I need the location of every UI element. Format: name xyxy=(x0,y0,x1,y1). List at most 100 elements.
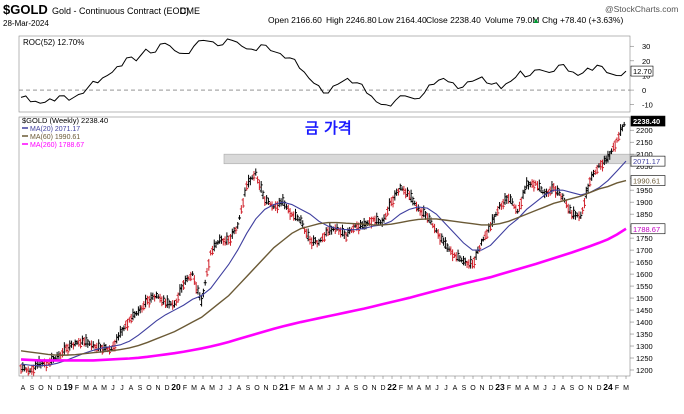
price-tick-label: 1650 xyxy=(636,258,653,267)
x-tick-label: M xyxy=(425,385,431,392)
value-tag: 1990.61 xyxy=(633,177,660,186)
x-tick-label: J xyxy=(120,385,124,392)
roc-line xyxy=(20,38,627,107)
roc-tick-label: 30 xyxy=(642,42,650,51)
x-tick-label: A xyxy=(345,385,350,392)
price-bars xyxy=(19,121,626,377)
roc-tick-label: 0 xyxy=(642,86,646,95)
close-value: Close 2238.40 xyxy=(426,15,481,25)
price-tick-label: 1200 xyxy=(636,366,653,375)
x-tick-label: M xyxy=(83,385,89,392)
price-tick-label: 1250 xyxy=(636,354,653,363)
roc-last-value: 12.70 xyxy=(633,67,652,76)
x-tick-label: F xyxy=(75,385,79,392)
x-tick-label: M xyxy=(533,385,539,392)
x-tick-label: M xyxy=(407,385,413,392)
x-tick-label: S xyxy=(138,385,143,392)
price-tick-label: 1550 xyxy=(636,282,653,291)
x-tick-label: 20 xyxy=(171,382,181,392)
x-tick-label: M xyxy=(101,385,107,392)
ma-line-60 xyxy=(20,179,627,356)
x-tick-label: S xyxy=(30,385,35,392)
x-tick-label: O xyxy=(578,385,584,392)
x-tick-label: J xyxy=(327,385,331,392)
x-tick-label: D xyxy=(272,385,277,392)
change-value: Chg +78.40 (+3.63%) xyxy=(542,15,623,25)
x-tick-label: S xyxy=(354,385,359,392)
price-tick-label: 1500 xyxy=(636,294,653,303)
x-tick-label: M xyxy=(623,385,629,392)
price-tick-label: 2200 xyxy=(636,126,653,135)
roc-tick-label: 20 xyxy=(642,57,650,66)
x-tick-label: S xyxy=(570,385,575,392)
x-tick-label: 24 xyxy=(603,382,613,392)
x-tick-label: J xyxy=(219,385,223,392)
price-panel-frame xyxy=(18,116,631,377)
x-tick-label: N xyxy=(263,385,268,392)
description-label: Gold - Continuous Contract (EOD) xyxy=(52,6,189,16)
value-tag-box xyxy=(630,175,666,186)
x-tick-label: F xyxy=(183,385,187,392)
x-tick-label: A xyxy=(417,385,422,392)
x-tick-label: O xyxy=(362,385,368,392)
price-tick-label: 2100 xyxy=(636,150,653,159)
x-tick-label: N xyxy=(587,385,592,392)
x-tick-label: A xyxy=(561,385,566,392)
value-tag-box xyxy=(630,155,666,167)
x-tick-label: D xyxy=(56,385,61,392)
price-tick-label: 1750 xyxy=(636,234,653,243)
price-tick-label: 1850 xyxy=(636,210,653,219)
x-tick-label: 22 xyxy=(387,382,397,392)
x-tick-label: N xyxy=(47,385,52,392)
x-tick-label: S xyxy=(462,385,467,392)
symbol-label: $GOLD xyxy=(3,2,48,17)
value-tag: 2238.40 xyxy=(633,117,660,126)
x-tick-label: M xyxy=(299,385,305,392)
value-tag-box xyxy=(630,223,666,235)
legend-entry: MA(20) 2071.17 xyxy=(30,126,80,133)
x-tick-label: J xyxy=(543,385,547,392)
change-arrow-icon: ▲ xyxy=(532,16,540,25)
volume-value: Volume 79.0M xyxy=(485,15,539,25)
price-annotation: 금 가격 xyxy=(305,119,352,137)
x-tick-label: F xyxy=(399,385,403,392)
x-tick-label: A xyxy=(309,385,314,392)
x-tick-label: A xyxy=(201,385,206,392)
legend-entry: MA(260) 1788.67 xyxy=(30,142,84,149)
x-tick-label: F xyxy=(291,385,295,392)
x-tick-label: A xyxy=(21,385,26,392)
roc-last-value-box xyxy=(630,65,654,77)
x-tick-label: F xyxy=(507,385,511,392)
x-tick-label: A xyxy=(453,385,458,392)
x-tick-label: F xyxy=(615,385,619,392)
x-tick-label: J xyxy=(552,385,556,392)
x-tick-label: J xyxy=(336,385,340,392)
value-tag-box xyxy=(630,115,666,127)
x-tick-label: D xyxy=(164,385,169,392)
price-tick-label: 1700 xyxy=(636,246,653,255)
x-tick-label: N xyxy=(155,385,160,392)
roc-title: ROC(52) 12.70% xyxy=(23,38,84,47)
x-tick-label: J xyxy=(228,385,232,392)
exchange-label: CME xyxy=(180,6,200,16)
x-tick-label: D xyxy=(488,385,493,392)
price-tick-label: 1450 xyxy=(636,306,653,315)
legend-entry: MA(60) 1990.61 xyxy=(30,134,80,141)
x-tick-label: A xyxy=(525,385,530,392)
x-tick-label: 19 xyxy=(63,382,73,392)
x-tick-label: J xyxy=(444,385,448,392)
x-tick-label: 23 xyxy=(495,382,505,392)
price-tick-label: 1350 xyxy=(636,330,653,339)
x-tick-label: M xyxy=(209,385,215,392)
date-label: 28-Mar-2024 xyxy=(3,19,49,28)
x-tick-label: O xyxy=(146,385,152,392)
roc-tick-label: -10 xyxy=(642,101,653,110)
x-tick-label: M xyxy=(317,385,323,392)
x-tick-label: S xyxy=(246,385,251,392)
ma-line-260 xyxy=(20,227,627,362)
x-tick-label: M xyxy=(191,385,197,392)
x-tick-label: J xyxy=(111,385,115,392)
open-value: Open 2166.60 xyxy=(268,15,322,25)
x-tick-label: D xyxy=(596,385,601,392)
resistance-band xyxy=(223,153,641,165)
